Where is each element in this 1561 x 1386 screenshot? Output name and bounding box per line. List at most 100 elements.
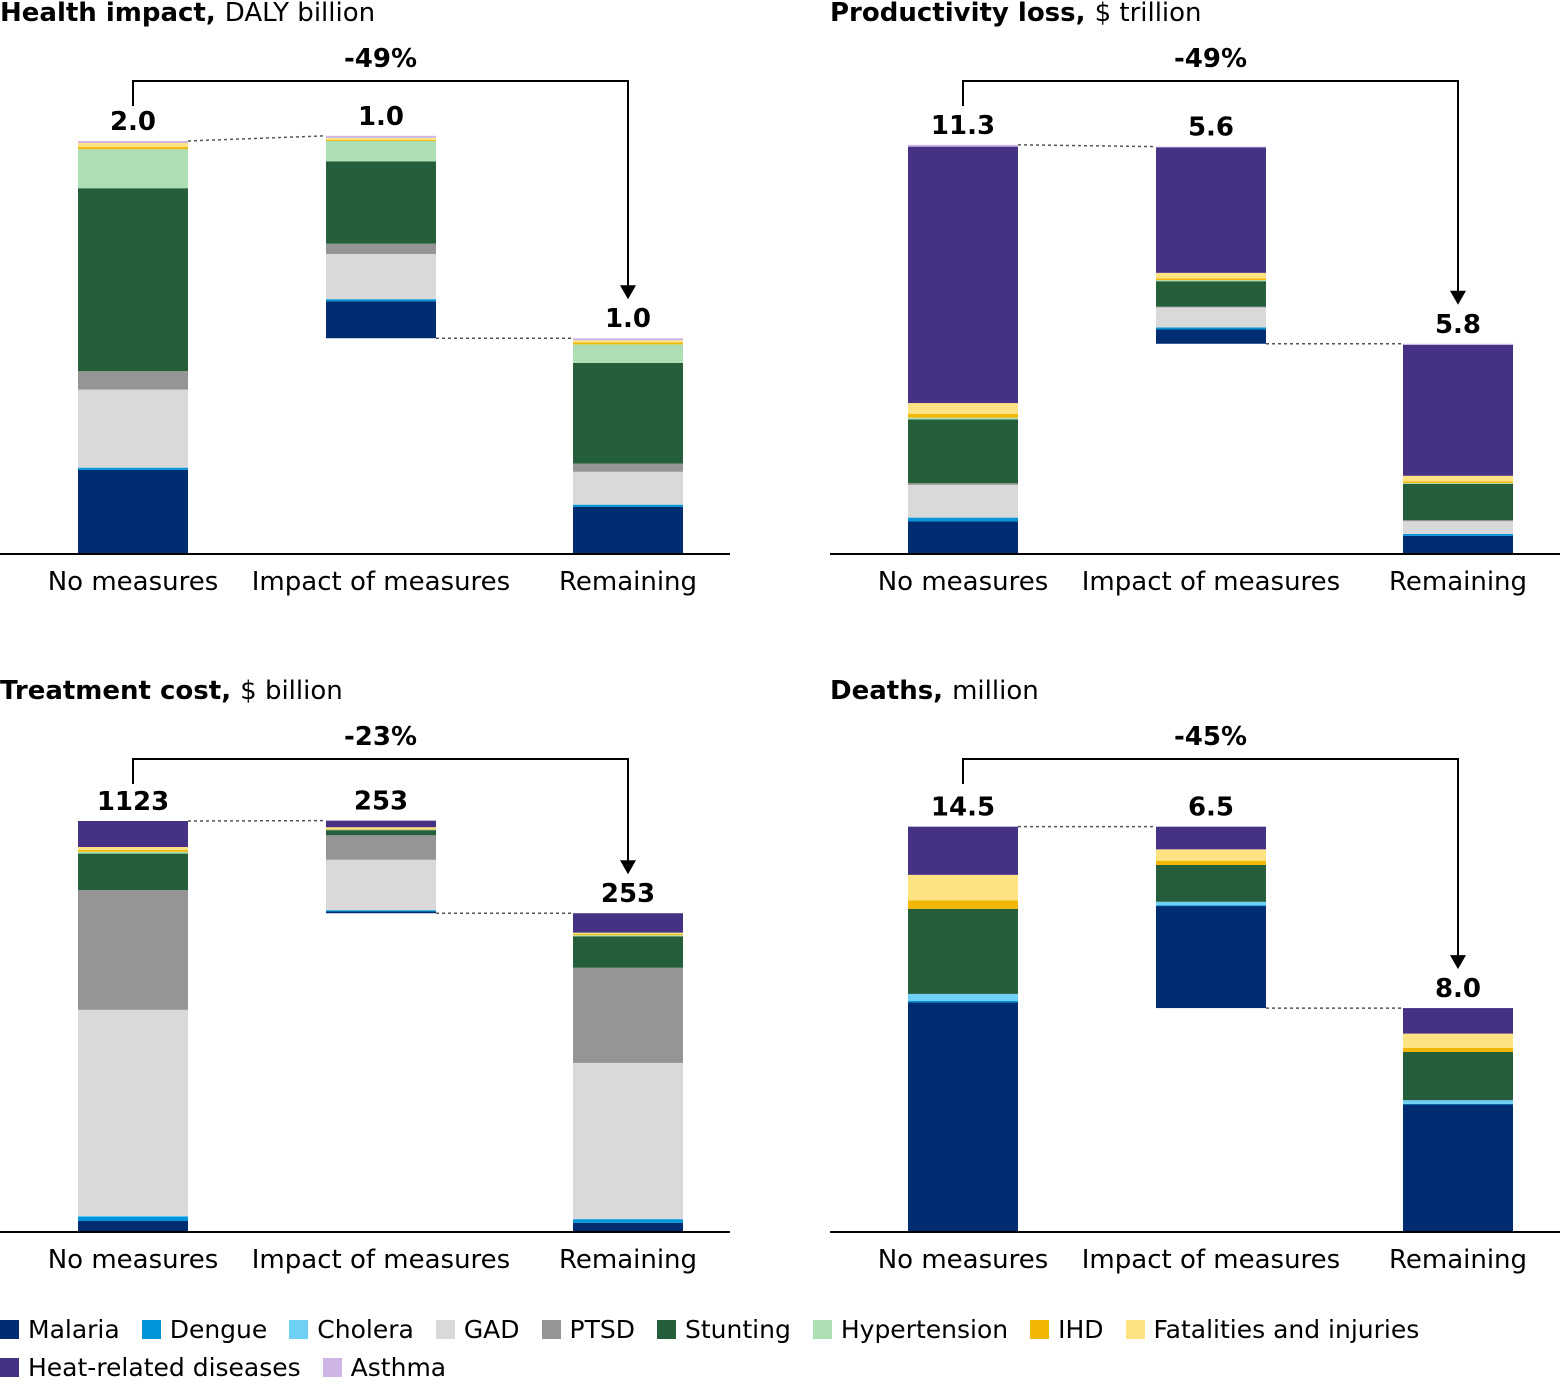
legend-label-hypertension: Hypertension [841,1315,1008,1344]
legend-label-cholera: Cholera [317,1315,414,1344]
category-label-no-measures: No measures [878,1245,1049,1275]
bar-segment-no-measures-ihd [908,414,1018,418]
category-label-impact-of-measures: Impact of measures [1082,1245,1340,1275]
bar-segment-no-measures-fatalities-and-injuries [78,847,188,850]
legend-label-ihd: IHD [1058,1315,1103,1344]
category-label-remaining: Remaining [1389,1245,1527,1275]
bar-segment-impact-of-measures-gad [326,860,436,910]
bar-segment-no-measures-asthma [78,141,188,143]
legend-swatch-hypertension [813,1320,832,1339]
bar-segment-no-measures-ptsd [78,371,188,389]
legend-item-malaria: Malaria [0,1315,120,1344]
bar-segment-impact-of-measures-fatalities-and-injuries [326,827,436,828]
bar-segment-no-measures-stunting [908,909,1018,994]
legend-label-malaria: Malaria [28,1315,120,1344]
bar-segment-remaining-dengue [1403,1104,1513,1105]
legend-label-ptsd: PTSD [570,1315,635,1344]
chart-title-bold: Productivity loss, [830,0,1095,28]
bar-segment-no-measures-malaria [908,521,1018,554]
bar-segment-impact-of-measures-fatalities-and-injuries [326,138,436,140]
legend-label-gad: GAD [464,1315,520,1344]
category-label-remaining: Remaining [559,1245,697,1275]
bar-segment-no-measures-heat-related-diseases [908,147,1018,403]
bar-segment-no-measures-dengue [78,1217,188,1221]
chart-title-bold: Health impact, [0,0,225,28]
category-label-impact-of-measures: Impact of measures [252,567,510,597]
chart-title: Deaths, million [830,676,1039,706]
total-label-no-measures: 1123 [97,787,169,817]
bar-segment-no-measures-hypertension [78,852,188,854]
bar-segment-remaining-ihd [573,934,683,935]
bar-segment-remaining-stunting [1403,1052,1513,1100]
bar-segment-remaining-hypertension [573,935,683,936]
total-label-remaining: 5.8 [1435,310,1481,340]
bar-segment-impact-of-measures-dengue [326,910,436,911]
bar-segment-no-measures-dengue [908,518,1018,522]
bar-segment-impact-of-measures-dengue [1156,327,1266,329]
bar-segment-no-measures-gad [78,390,188,468]
bar-segment-remaining-heat-related-diseases [1403,345,1513,476]
legend-swatch-heat [0,1358,19,1377]
bar-segment-remaining-asthma [573,338,683,340]
bar-segment-impact-of-measures-stunting [326,830,436,835]
legend-swatch-cholera [289,1320,308,1339]
bar-segment-remaining-stunting [573,936,683,967]
change-arrowhead [620,285,636,299]
category-label-no-measures: No measures [878,567,1049,597]
category-label-remaining: Remaining [1389,567,1527,597]
bar-segment-impact-of-measures-dengue [1156,905,1266,906]
legend-item-heat: Heat-related diseases [0,1353,301,1382]
legend-item-fatalities: Fatalities and injuries [1126,1315,1420,1344]
bar-segment-remaining-hypertension [573,344,683,362]
bar-segment-remaining-ptsd [1403,520,1513,521]
bar-segment-no-measures-malaria [908,1002,1018,1232]
category-label-impact-of-measures: Impact of measures [1082,567,1340,597]
legend-swatch-fatalities [1126,1320,1145,1339]
bar-segment-no-measures-malaria [78,470,188,554]
bar-segment-no-measures-cholera [78,1216,188,1217]
bar-segment-remaining-malaria [573,1223,683,1232]
bar-segment-remaining-malaria [1403,1104,1513,1232]
bar-segment-remaining-ihd [1403,1048,1513,1052]
legend-label-fatalities: Fatalities and injuries [1154,1315,1420,1344]
bar-segment-no-measures-fatalities-and-injuries [908,403,1018,414]
bar-segment-remaining-cholera [1403,1100,1513,1104]
connector-no-to-impact [1018,145,1156,147]
bar-segment-impact-of-measures-malaria [326,301,436,338]
bar-segment-no-measures-stunting [78,188,188,371]
bar-segment-remaining-heat-related-diseases [573,913,683,932]
bar-segment-impact-of-measures-hypertension [326,141,436,162]
bar-segment-remaining-heat-related-diseases [1403,1008,1513,1034]
bar-segment-remaining-dengue [573,505,683,507]
legend-label-dengue: Dengue [170,1315,268,1344]
total-label-impact-of-measures: 6.5 [1188,793,1234,823]
legend-item-hypertension: Hypertension [813,1315,1008,1344]
bar-segment-impact-of-measures-ptsd [326,244,436,254]
bar-segment-remaining-ihd [573,342,683,344]
bar-segment-impact-of-measures-ihd [1156,861,1266,865]
bar-segment-impact-of-measures-heat-related-diseases [1156,147,1266,272]
total-label-impact-of-measures: 253 [354,787,408,817]
legend-item-cholera: Cholera [289,1315,414,1344]
total-label-remaining: 8.0 [1435,974,1481,1004]
bar-segment-impact-of-measures-ihd [326,829,436,830]
bar-segment-no-measures-ihd [78,850,188,852]
bar-segment-impact-of-measures-malaria [326,911,436,913]
bar-segment-no-measures-gad [78,1010,188,1216]
bar-segment-impact-of-measures-cholera [1156,902,1266,905]
total-label-remaining: 1.0 [605,304,651,334]
legend-row-2: Heat-related diseases Asthma [0,1348,1540,1386]
bar-segment-impact-of-measures-ptsd [1156,307,1266,308]
bar-segment-remaining-ptsd [573,464,683,472]
category-label-no-measures: No measures [48,567,219,597]
bar-segment-remaining-gad [573,1063,683,1219]
legend-item-asthma: Asthma [323,1353,446,1382]
change-label: -49% [1174,44,1247,74]
total-label-impact-of-measures: 5.6 [1188,113,1234,143]
legend-swatch-stunting [657,1320,676,1339]
total-label-remaining: 253 [601,879,655,909]
legend-item-ptsd: PTSD [542,1315,635,1344]
change-arrowhead [1450,955,1466,969]
